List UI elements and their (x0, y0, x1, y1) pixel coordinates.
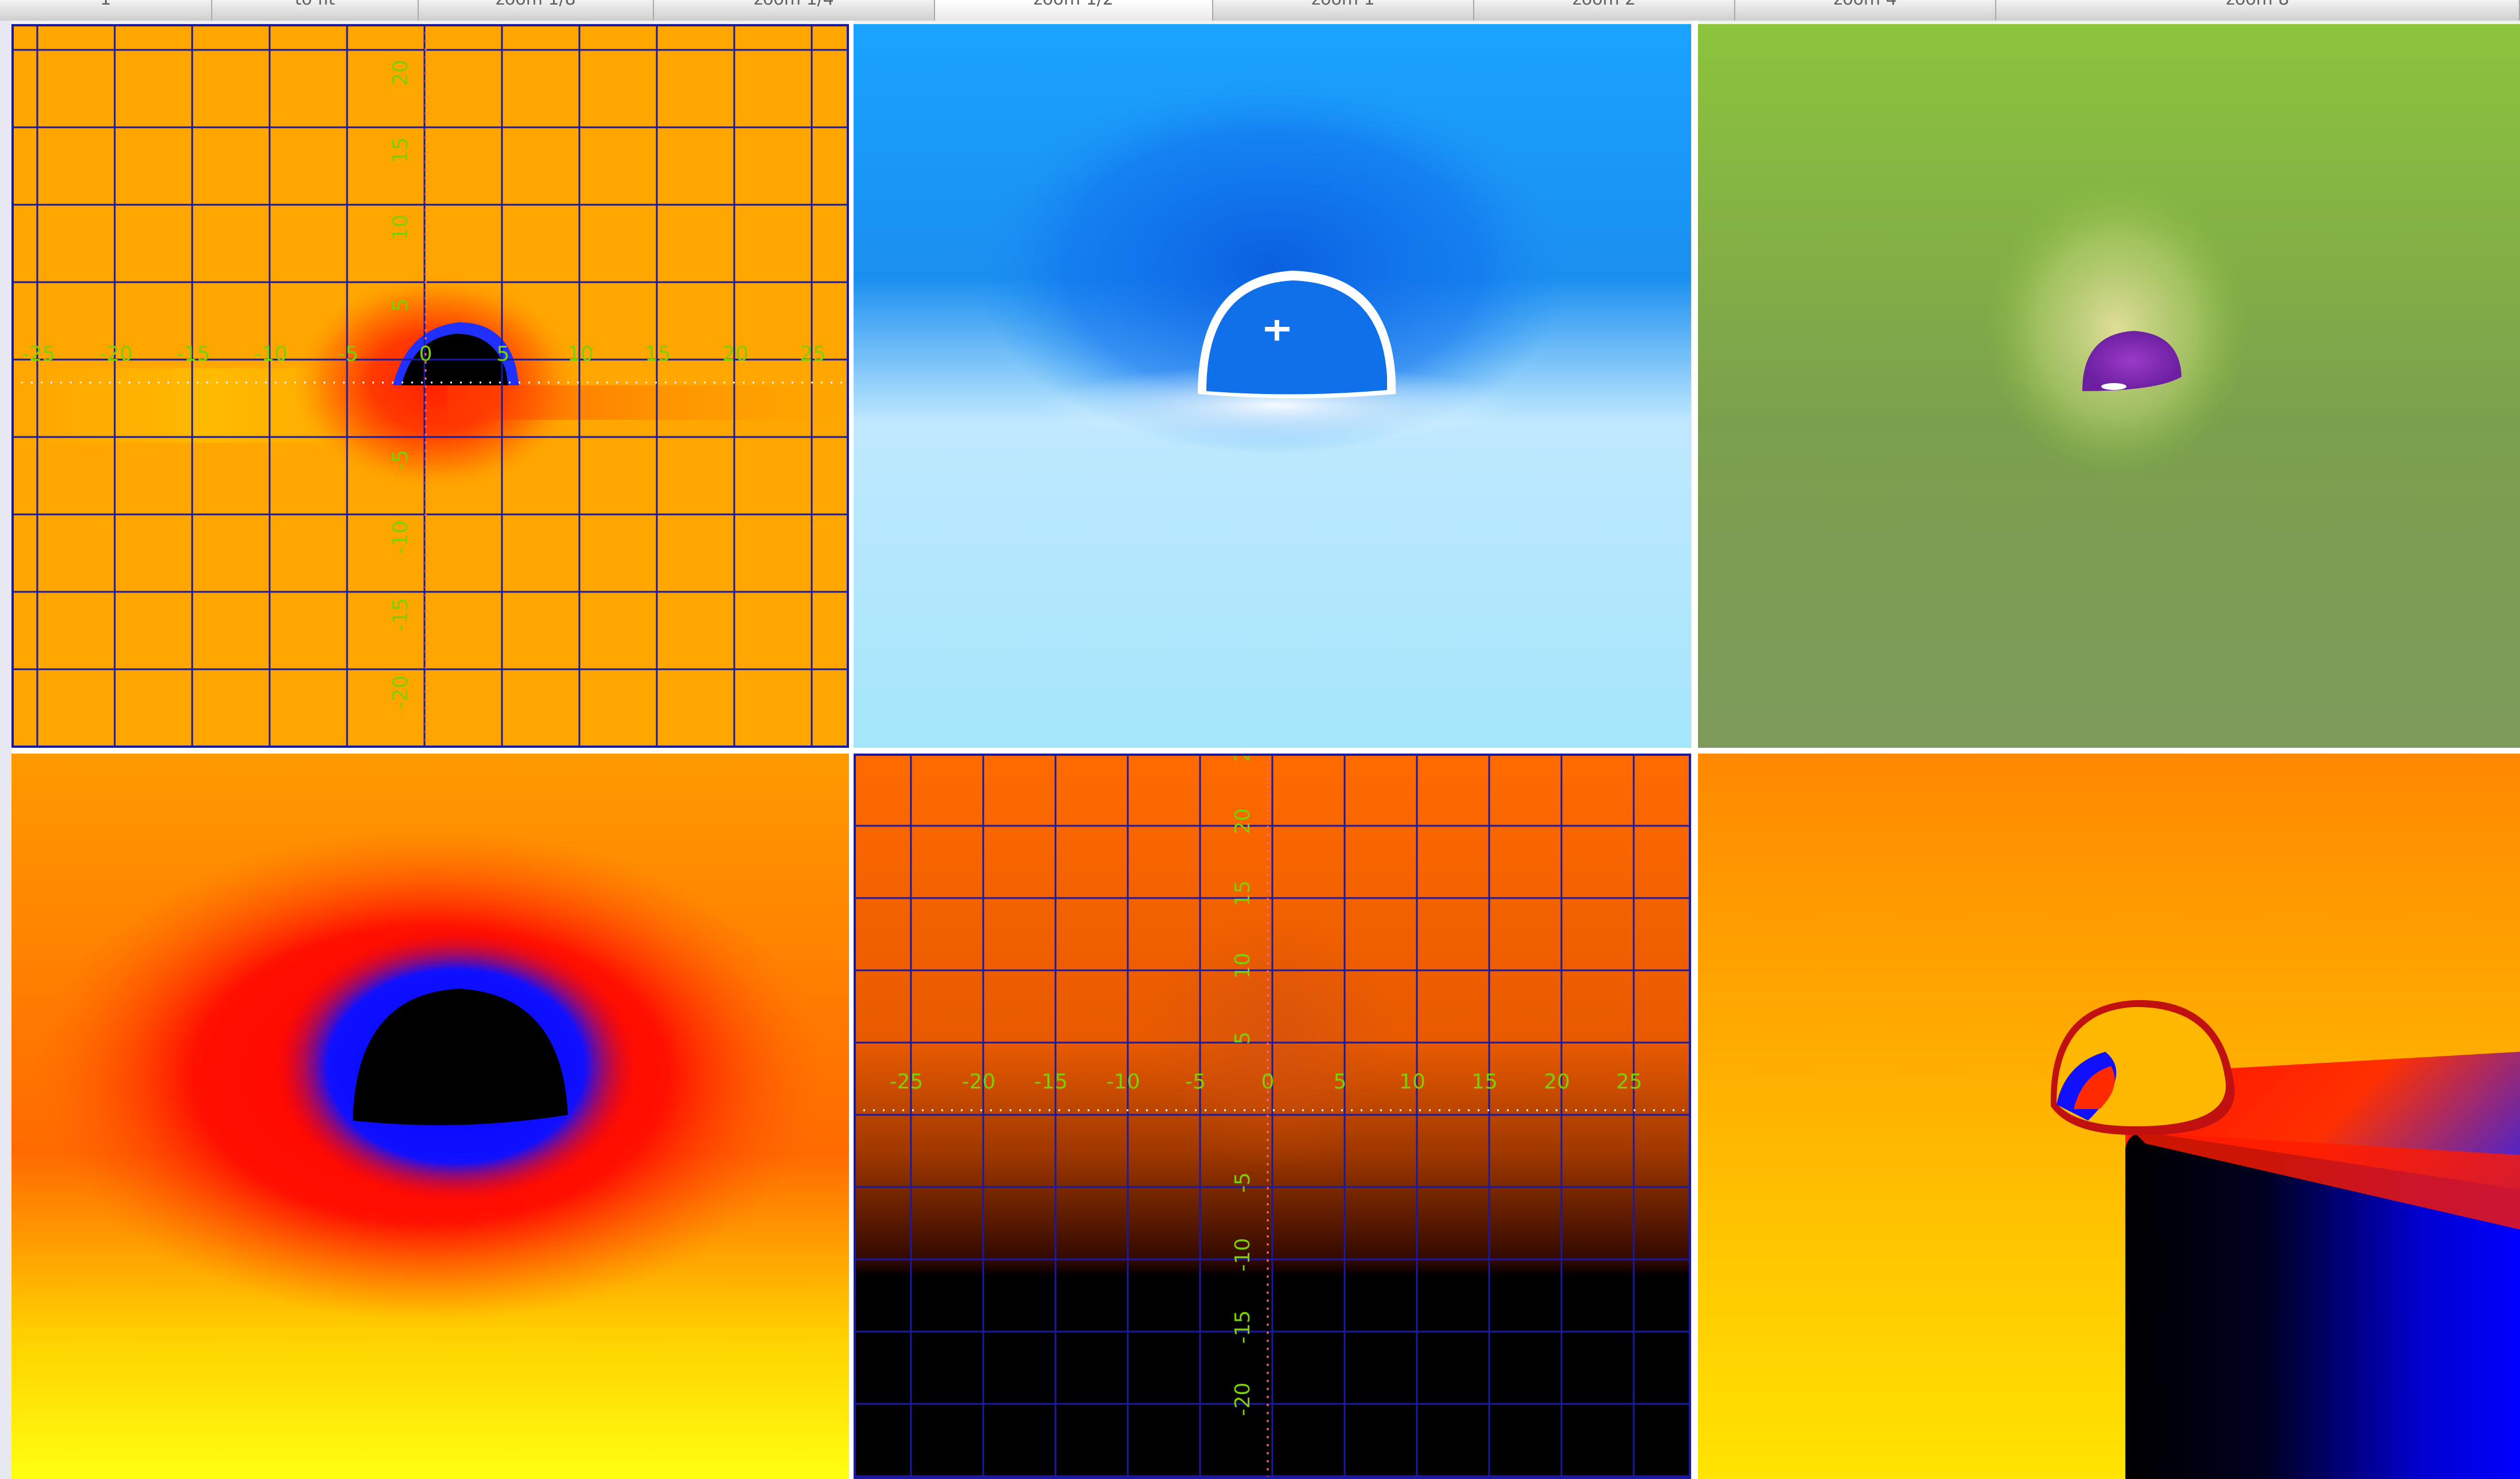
y-tick-label: -10 (1231, 1238, 1255, 1272)
zoom-button-label: 1 (100, 0, 111, 8)
grid-lines (11, 24, 849, 748)
y-tick-label: -5 (1231, 1172, 1255, 1193)
axes (854, 754, 1691, 1479)
zoom-button-0[interactable]: 1 (0, 0, 212, 21)
axes (11, 24, 849, 748)
y-tick-label: 10 (389, 214, 412, 241)
zoom-button-label: zoom 2 (1572, 0, 1635, 8)
x-tick-label: 15 (1471, 1070, 1498, 1094)
panel-top-right-droplet (1698, 24, 2520, 748)
x-tick-label: -20 (99, 342, 133, 366)
y-tick-label: 20 (389, 60, 412, 86)
panel-bottom-left-heat (11, 754, 849, 1479)
x-tick-label: -25 (890, 1070, 924, 1094)
zoom-button-1[interactable]: to fit (212, 0, 419, 21)
x-tick-label: -5 (338, 342, 359, 366)
x-tick-label: 0 (419, 342, 433, 366)
zoom-button-7[interactable]: zoom 4 (1735, 0, 1996, 21)
x-tick-label: 5 (1334, 1070, 1347, 1094)
zoom-button-6[interactable]: zoom 2 (1474, 0, 1735, 21)
x-tick-label: -10 (254, 342, 288, 366)
x-tick-label: -20 (962, 1070, 996, 1094)
x-tick-label: -15 (177, 342, 211, 366)
panel-separator (849, 21, 854, 1479)
field-plot-bottom-right (1698, 754, 2520, 1479)
y-tick-label: 15 (1231, 880, 1255, 907)
zoom-button-label: zoom 1 (1311, 0, 1374, 8)
tick-labels: -25 -20 -15 -10 -5 0 5 10 15 20 25 25 20 15 10 5 -5 -10 -1… (890, 754, 1642, 1416)
zoom-button-3[interactable]: zoom 1/4 (654, 0, 935, 21)
y-tick-label: -5 (389, 450, 412, 470)
y-tick-label: 10 (1231, 953, 1255, 979)
x-tick-label: 5 (497, 342, 510, 366)
zoom-button-8[interactable]: zoom 8 (1996, 0, 2520, 21)
panel-top-left-grid: -25 -20 -15 -10 -5 0 5 10 15 20 25 20 15 10 5 -5 -10 -15 -… (11, 24, 849, 748)
zoom-button-5[interactable]: zoom 1 (1213, 0, 1474, 21)
x-tick-label: -15 (1034, 1070, 1068, 1094)
zoom-toolbar: 1 to fit zoom 1/8 zoom 1/4 zoom 1/2 zoom 1 zoo… (0, 0, 2520, 21)
field-plot-bottom-middle: -25 -20 -15 -10 -5 0 5 10 15 20 25 25 20 15 10 5 -5 -10 -1… (854, 754, 1691, 1479)
zoom-button-label: zoom 1/4 (754, 0, 834, 8)
field-plot-bottom-left (11, 754, 849, 1479)
y-tick-label: 20 (1231, 808, 1255, 834)
panel-top-middle-droplet (854, 24, 1691, 748)
zoom-button-label: zoom 1/2 (1034, 0, 1114, 8)
x-tick-label: 25 (800, 342, 826, 366)
x-tick-label: 20 (722, 342, 749, 366)
panel-bottom-middle-grid: -25 -20 -15 -10 -5 0 5 10 15 20 25 25 20 15 10 5 -5 -10 -1… (854, 754, 1691, 1479)
x-tick-label: -5 (1185, 1070, 1206, 1094)
x-tick-label: 20 (1544, 1070, 1570, 1094)
grid-lines (854, 754, 1691, 1479)
panel-bottom-right-shell (1698, 754, 2520, 1479)
zoom-button-label: to fit (295, 0, 335, 8)
y-tick-label: 5 (389, 299, 412, 312)
field-plot-top-left: -25 -20 -15 -10 -5 0 5 10 15 20 25 20 15 10 5 -5 -10 -15 -… (11, 24, 849, 748)
zoom-button-label: zoom 8 (2226, 0, 2289, 8)
x-tick-label: 15 (645, 342, 671, 366)
x-tick-label: -25 (22, 342, 56, 366)
field-plot-top-middle (854, 24, 1691, 748)
y-tick-label: -15 (389, 598, 412, 632)
y-tick-label: -15 (1231, 1310, 1255, 1344)
y-tick-label: -20 (1231, 1383, 1255, 1416)
zoom-button-label: zoom 1/8 (496, 0, 576, 8)
tick-labels: -25 -20 -15 -10 -5 0 5 10 15 20 25 20 15 10 5 -5 -10 -15 -… (22, 60, 826, 709)
zoom-button-2[interactable]: zoom 1/8 (419, 0, 654, 21)
field-plot-top-right (1698, 24, 2520, 748)
x-tick-label: 25 (1616, 1070, 1642, 1094)
x-tick-label: 0 (1261, 1070, 1275, 1094)
y-tick-label: 15 (389, 137, 412, 163)
x-tick-label: -10 (1107, 1070, 1140, 1094)
zoom-button-4[interactable]: zoom 1/2 (935, 0, 1213, 21)
y-tick-label: -10 (389, 521, 412, 555)
y-tick-label: 25 (1231, 754, 1255, 762)
y-tick-label: -20 (389, 676, 412, 709)
x-tick-label: 10 (567, 342, 594, 366)
panel-separator (0, 21, 11, 1479)
panel-separator (1692, 21, 1698, 1479)
x-tick-label: 10 (1399, 1070, 1425, 1094)
panel-separator (0, 748, 2520, 754)
zoom-button-label: zoom 4 (1833, 0, 1896, 8)
y-tick-label: 5 (1231, 1032, 1255, 1045)
